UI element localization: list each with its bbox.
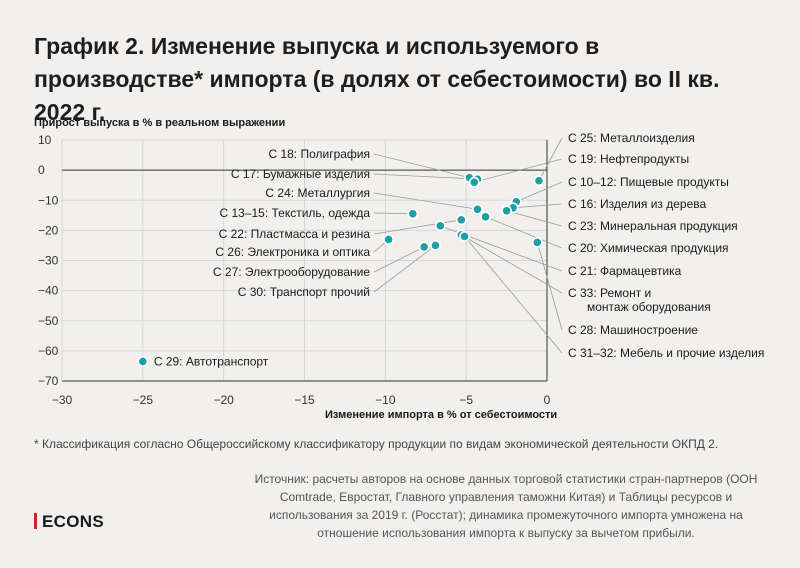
data-point — [420, 242, 429, 251]
footnote: * Классификация согласно Общероссийскому… — [34, 437, 718, 451]
y-axis-label: Прирост выпуска в % в реальном выражении — [34, 117, 285, 129]
data-point — [533, 238, 542, 247]
point-label: С 23: Минеральная продукция — [568, 219, 738, 233]
y-tick-label: 10 — [38, 133, 52, 147]
y-tick-label: −10 — [38, 193, 59, 207]
point-label: С 25: Металлоизделия — [568, 131, 695, 145]
x-tick-label: −15 — [294, 393, 315, 407]
leader-line — [374, 174, 477, 179]
x-axis-label: Изменение импорта в % от себестоимости — [325, 409, 557, 421]
point-label: С 20: Химическая продукция — [568, 241, 729, 255]
point-label: С 17: Бумажные изделия — [231, 167, 370, 181]
data-point — [473, 205, 482, 214]
data-point — [457, 215, 466, 224]
y-tick-label: −40 — [38, 284, 59, 298]
x-tick-label: −25 — [133, 393, 154, 407]
brand-name: ECONS — [42, 512, 104, 531]
x-tick-label: −10 — [375, 393, 396, 407]
leader-line — [374, 213, 413, 214]
leader-line — [507, 211, 562, 226]
point-label: С 22: Пластмасса и резина — [219, 227, 371, 241]
point-label: С 19: Нефтепродукты — [568, 152, 689, 166]
data-point — [408, 209, 417, 218]
y-tick-label: −60 — [38, 344, 59, 358]
point-label: С 10–12: Пищевые продукты — [568, 175, 729, 189]
leader-line — [539, 138, 562, 181]
point-labels: С 18: Полиграфия С 17: Бумажные изделия С … — [154, 131, 764, 368]
point-label: С 18: Полиграфия — [268, 147, 370, 161]
point-label: С 26: Электроника и оптика — [215, 245, 370, 259]
y-tick-label: −70 — [38, 374, 59, 388]
point-label: С 28: Машиностроение — [568, 323, 698, 337]
x-tick-label: 0 — [544, 393, 551, 407]
point-label: С 21: Фармацевтика — [568, 264, 682, 278]
data-point — [502, 206, 511, 215]
y-tick-label: 0 — [38, 163, 45, 177]
x-tick-label: −20 — [213, 393, 234, 407]
y-tick-label: −50 — [38, 314, 59, 328]
y-tick-label: −30 — [38, 254, 59, 268]
data-point — [481, 212, 490, 221]
leader-line — [374, 245, 435, 292]
scatter-chart: 100−10−20−30−40−50−60−70−30 −25 −20 −15 −10−… — [0, 0, 800, 430]
brand-logo: ECONS — [34, 512, 104, 532]
brand-bar — [34, 513, 37, 529]
leader-line — [374, 154, 469, 178]
leader-line — [374, 193, 477, 209]
point-label: С 13–15: Текстиль, одежда — [219, 206, 370, 220]
x-tick-label: −30 — [52, 393, 73, 407]
point-label: С 27: Электрооборудование — [213, 265, 370, 279]
leader-line — [537, 242, 562, 330]
y-tick-label: −20 — [38, 223, 59, 237]
data-point — [138, 357, 147, 366]
point-label: С 29: Автотранспорт — [154, 354, 269, 368]
data-point — [470, 178, 479, 187]
data-point — [460, 232, 469, 241]
data-point — [384, 235, 393, 244]
point-label: С 33: Ремонт и монтаж оборудования — [568, 286, 711, 314]
data-point — [436, 221, 445, 230]
point-label: С 31–32: Мебель и прочие изделия — [568, 346, 764, 360]
x-tick-label: −5 — [459, 393, 473, 407]
point-label: С 30: Транспорт прочий — [238, 285, 370, 299]
leader-line — [374, 220, 461, 234]
source-note: Источник: расчеты авторов на основе данн… — [246, 470, 766, 542]
leader-line — [486, 217, 562, 248]
point-label: С 16: Изделия из дерева — [568, 197, 706, 211]
data-point — [534, 176, 543, 185]
point-label: С 24: Металлургия — [265, 186, 370, 200]
data-point — [431, 241, 440, 250]
